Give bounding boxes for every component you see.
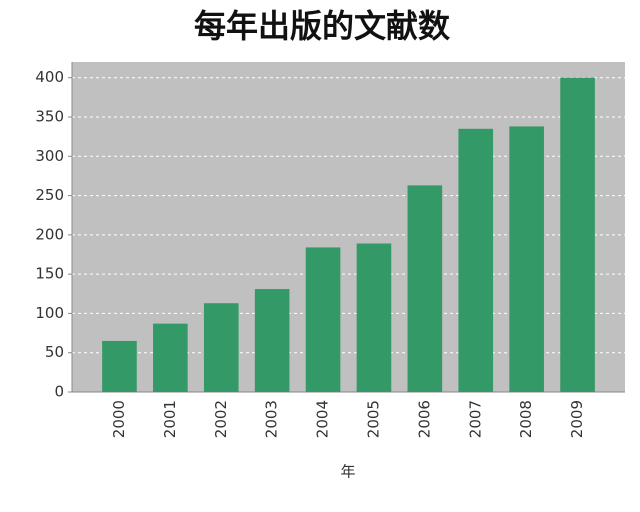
x-tick-label: 2005 (364, 400, 382, 438)
x-tick-label: 2003 (263, 400, 281, 438)
x-tick-label: 2009 (568, 400, 586, 438)
x-tick-label: 2008 (517, 400, 535, 438)
chart-title: 每年出版的文献数 (194, 7, 451, 45)
x-tick-label: 2007 (466, 400, 484, 438)
x-tick-label: 2000 (110, 400, 128, 438)
y-tick-label: 50 (45, 343, 64, 361)
y-tick-label: 250 (35, 186, 64, 204)
x-tick-label: 2001 (161, 400, 179, 438)
x-tick-label: 2004 (314, 400, 332, 438)
bar (203, 303, 239, 392)
y-tick-label: 350 (35, 108, 64, 126)
x-axis-label: 年 (340, 463, 355, 481)
y-tick-label: 200 (35, 225, 64, 243)
y-tick-label: 400 (35, 68, 64, 86)
bar (407, 185, 443, 392)
y-tick-label: 100 (35, 304, 64, 322)
bar (254, 289, 290, 392)
y-tick-label: 0 (54, 383, 64, 401)
bar (458, 128, 494, 393)
y-tick-label: 300 (35, 147, 64, 165)
bar (356, 243, 392, 392)
bar (102, 340, 137, 392)
x-tick-label: 2002 (212, 400, 230, 438)
bar (153, 323, 188, 392)
bar (305, 247, 341, 392)
bar (560, 77, 595, 392)
x-tick-label: 2006 (415, 400, 433, 438)
bar (509, 126, 544, 392)
y-tick-label: 150 (35, 265, 64, 283)
